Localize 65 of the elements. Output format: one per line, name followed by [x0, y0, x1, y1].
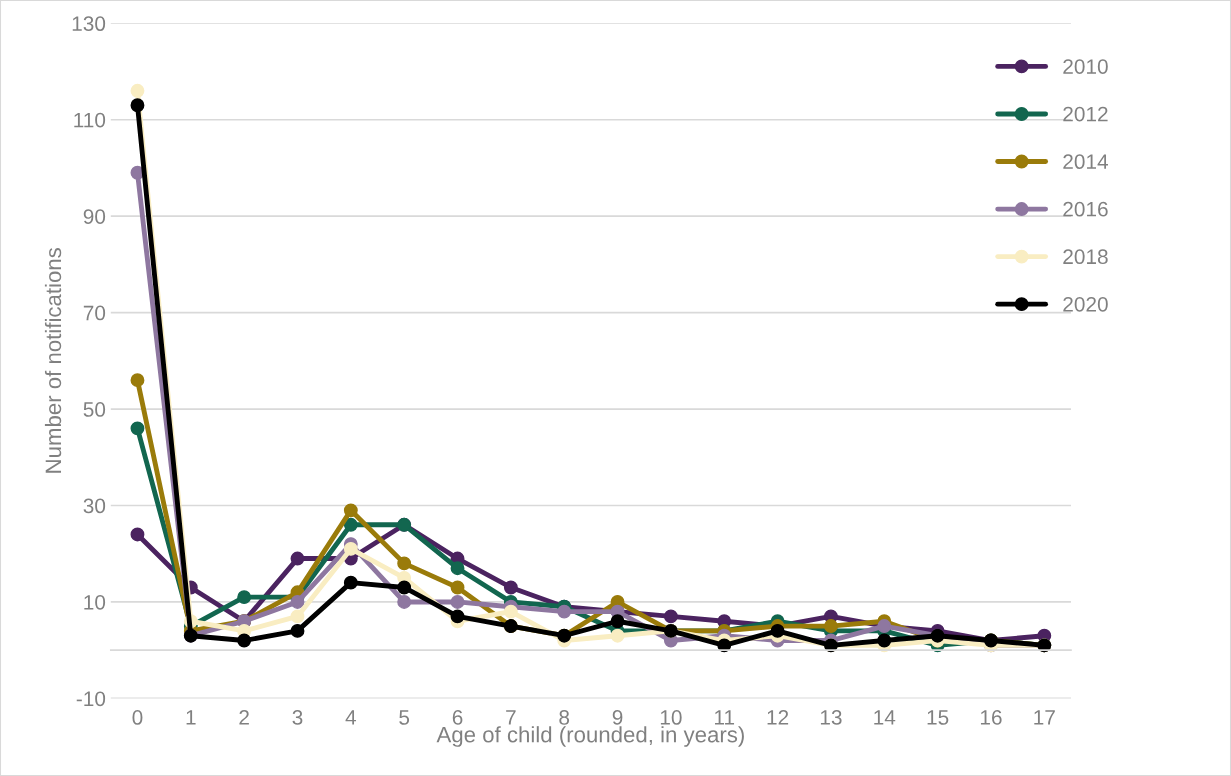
- point: [130, 421, 145, 436]
- point: [290, 609, 305, 624]
- point: [237, 633, 252, 648]
- point: [450, 561, 465, 576]
- y-tick-label: 10: [84, 594, 106, 610]
- y-tick-label: 90: [83, 209, 106, 224]
- point: [503, 580, 518, 595]
- point: [130, 83, 145, 98]
- y-tick-label: 50: [83, 402, 106, 417]
- legend-label: 2020: [1063, 296, 1108, 312]
- point: [343, 541, 358, 556]
- point: [397, 595, 412, 609]
- point: [770, 623, 785, 638]
- point: [663, 609, 678, 624]
- x-tick-label: 0: [132, 710, 143, 725]
- x-tick-label: 5: [399, 710, 410, 725]
- point: [450, 609, 465, 624]
- x-tick-label: 13: [820, 710, 842, 725]
- legend-label: 2016: [1063, 201, 1108, 217]
- point: [557, 604, 572, 619]
- y-tick-label: -10: [76, 691, 106, 707]
- legend-label: 2014: [1063, 154, 1109, 170]
- x-tick-label: 14: [874, 710, 896, 725]
- x-tick-label: 16: [980, 710, 1002, 725]
- y-tick-label: 130: [72, 16, 106, 32]
- point: [397, 580, 412, 595]
- point: [450, 595, 465, 609]
- x-tick-label: 7: [506, 710, 516, 725]
- point: [290, 595, 305, 609]
- legend-label: 2018: [1063, 249, 1108, 265]
- x-tick-label: 1: [186, 710, 196, 725]
- point: [290, 551, 305, 566]
- point: [450, 580, 465, 595]
- x-tick-label: 12: [767, 710, 789, 725]
- point: [343, 575, 358, 590]
- legend-label: 2012: [1063, 106, 1108, 122]
- x-tick-label: 8: [559, 710, 570, 725]
- x-axis-title: Age of child (rounded, in years): [436, 726, 744, 747]
- point: [130, 98, 145, 113]
- point: [130, 527, 145, 542]
- y-tick-label: 70: [83, 305, 106, 321]
- point: [290, 623, 305, 638]
- y-tick-label: 110: [74, 112, 106, 128]
- point: [397, 556, 412, 571]
- x-tick-label: 15: [927, 710, 949, 725]
- point: [343, 517, 358, 532]
- legend-label: 2010: [1063, 59, 1108, 74]
- point: [343, 503, 358, 518]
- point: [130, 373, 145, 388]
- point: [237, 590, 252, 605]
- x-tick-label: 9: [612, 710, 623, 725]
- x-tick-label: 2: [239, 710, 249, 725]
- point: [610, 628, 625, 643]
- y-axis-title: Number of notifications: [44, 248, 62, 473]
- x-tick-label: 6: [452, 710, 463, 725]
- x-tick-label: 17: [1034, 710, 1055, 725]
- x-tick-label: 10: [660, 710, 682, 725]
- y-tick-label: 30: [83, 498, 106, 514]
- point: [610, 614, 625, 629]
- x-tick-label: 4: [345, 710, 357, 725]
- point: [823, 619, 838, 634]
- x-tick-label: 3: [292, 710, 303, 725]
- point: [503, 604, 518, 619]
- point: [877, 633, 892, 648]
- x-tick-label: 11: [715, 710, 735, 725]
